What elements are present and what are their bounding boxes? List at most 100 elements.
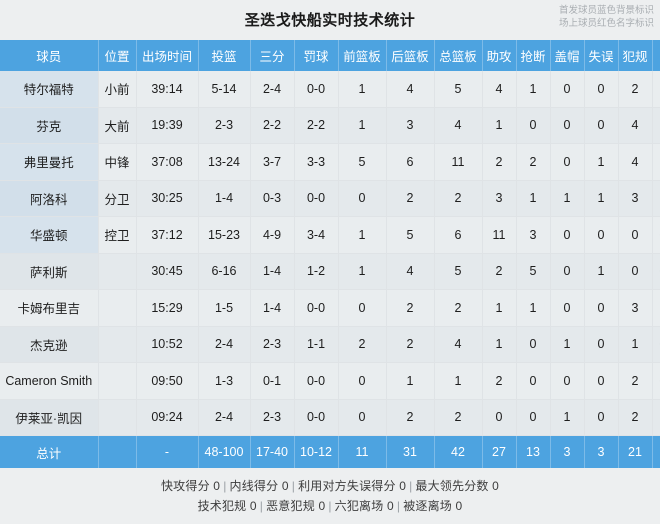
column-header-12[interactable]: 失误 — [584, 40, 619, 71]
stat-cell-pm: -4 — [652, 399, 660, 436]
stat-cell-pf: 4 — [618, 107, 653, 144]
stat-cell-reb: 2 — [434, 399, 483, 436]
stat-cell-pf: 4 — [618, 143, 653, 181]
totals-cell-reb: 42 — [434, 435, 483, 468]
column-header-7[interactable]: 后篮板 — [386, 40, 435, 71]
stat-cell-ft: 0-0 — [294, 71, 339, 108]
stat-cell-stl: 0 — [516, 326, 551, 363]
page-title: 圣迭戈快船实时技术统计 — [244, 12, 416, 29]
stat-cell-oreb: 0 — [338, 180, 387, 217]
stat-cell-pm: -18 — [652, 180, 660, 217]
player-position-cell: 中锋 — [98, 143, 137, 181]
stat-cell-pf: 2 — [618, 71, 653, 108]
stat-cell-dreb: 3 — [386, 107, 435, 144]
stat-cell-ft: 3-4 — [294, 216, 339, 254]
totals-cell-pm — [652, 435, 660, 468]
player-name-cell: 伊莱亚·凯因 — [0, 399, 99, 436]
player-position-cell — [98, 289, 137, 327]
stat-cell-pf: 2 — [618, 399, 653, 436]
player-position-cell — [98, 253, 137, 290]
column-header-8[interactable]: 总篮板 — [434, 40, 483, 71]
stat-cell-oreb: 0 — [338, 289, 387, 327]
footer-stat: 被逐离场 0 — [403, 499, 463, 513]
stat-cell-dreb: 5 — [386, 216, 435, 254]
totals-cell-tp: 17-40 — [250, 435, 295, 468]
stat-cell-min: 30:25 — [136, 180, 199, 217]
stat-cell-reb: 2 — [434, 180, 483, 217]
footer-stat: 技术犯规 0 — [197, 499, 257, 513]
stat-cell-ft: 3-3 — [294, 143, 339, 181]
column-header-9[interactable]: 助攻 — [482, 40, 517, 71]
column-header-4[interactable]: 三分 — [250, 40, 295, 71]
stat-cell-fg: 1-5 — [198, 289, 251, 327]
column-header-0[interactable]: 球员 — [0, 40, 99, 71]
stat-cell-tov: 0 — [584, 362, 619, 400]
stat-cell-min: 30:45 — [136, 253, 199, 290]
stat-cell-ft: 0-0 — [294, 289, 339, 327]
stat-cell-reb: 11 — [434, 143, 483, 181]
column-header-2[interactable]: 出场时间 — [136, 40, 199, 71]
stat-cell-ast: 1 — [482, 107, 517, 144]
player-position-cell — [98, 399, 137, 436]
stat-cell-pf: 0 — [618, 216, 653, 254]
column-header-13[interactable]: 犯规 — [618, 40, 653, 71]
stat-cell-tov: 0 — [584, 71, 619, 108]
footer-separator: | — [291, 479, 296, 493]
stat-cell-ast: 0 — [482, 399, 517, 436]
stat-cell-dreb: 1 — [386, 362, 435, 400]
stat-cell-reb: 4 — [434, 326, 483, 363]
stat-cell-stl: 1 — [516, 289, 551, 327]
column-header-10[interactable]: 抢断 — [516, 40, 551, 71]
player-name-cell: 卡姆布里吉 — [0, 289, 99, 327]
stat-cell-reb: 5 — [434, 71, 483, 108]
stat-cell-min: 15:29 — [136, 289, 199, 327]
stat-cell-tov: 1 — [584, 143, 619, 181]
team-summary-footer: 快攻得分 0 | 内线得分 0 | 利用对方失误得分 0 | 最大领先分数 0 技术犯规 0… — [0, 468, 660, 524]
stat-cell-stl: 5 — [516, 253, 551, 290]
player-name-cell: 华盛顿 — [0, 216, 99, 254]
column-header-6[interactable]: 前篮板 — [338, 40, 387, 71]
stat-cell-pf: 2 — [618, 362, 653, 400]
stat-cell-blk: 0 — [550, 71, 585, 108]
stat-cell-pm: +21 — [652, 326, 660, 363]
player-name-cell: 芬克 — [0, 107, 99, 144]
stat-cell-tov: 1 — [584, 180, 619, 217]
stat-cell-fg: 15-23 — [198, 216, 251, 254]
stat-cell-fg: 1-4 — [198, 180, 251, 217]
column-header-1[interactable]: 位置 — [98, 40, 137, 71]
footer-line-1: 快攻得分 0 | 内线得分 0 | 利用对方失误得分 0 | 最大领先分数 0 — [0, 476, 660, 496]
player-name-cell: 特尔福特 — [0, 71, 99, 108]
stat-cell-pm: +2 — [652, 107, 660, 144]
totals-cell-oreb: 11 — [338, 435, 387, 468]
stat-cell-stl: 1 — [516, 180, 551, 217]
stat-cell-stl: 0 — [516, 362, 551, 400]
stat-cell-ast: 4 — [482, 71, 517, 108]
stat-cell-oreb: 1 — [338, 107, 387, 144]
column-header-11[interactable]: 盖帽 — [550, 40, 585, 71]
stat-cell-fg: 2-4 — [198, 399, 251, 436]
totals-cell-min: - — [136, 435, 199, 468]
stat-cell-fg: 5-14 — [198, 71, 251, 108]
footer-separator: | — [409, 479, 413, 493]
stat-cell-fg: 6-16 — [198, 253, 251, 290]
column-header-3[interactable]: 投篮 — [198, 40, 251, 71]
stat-cell-ft: 1-2 — [294, 253, 339, 290]
footer-separator: | — [396, 499, 401, 513]
legend-line-starter: 首发球员蓝色背景标识 — [558, 5, 654, 16]
column-header-5[interactable]: 罚球 — [294, 40, 339, 71]
footer-line-2: 技术犯规 0 | 恶意犯规 0 | 六犯离场 0 | 被逐离场 0 — [0, 496, 660, 516]
column-header-14[interactable]: +/- — [652, 40, 660, 71]
